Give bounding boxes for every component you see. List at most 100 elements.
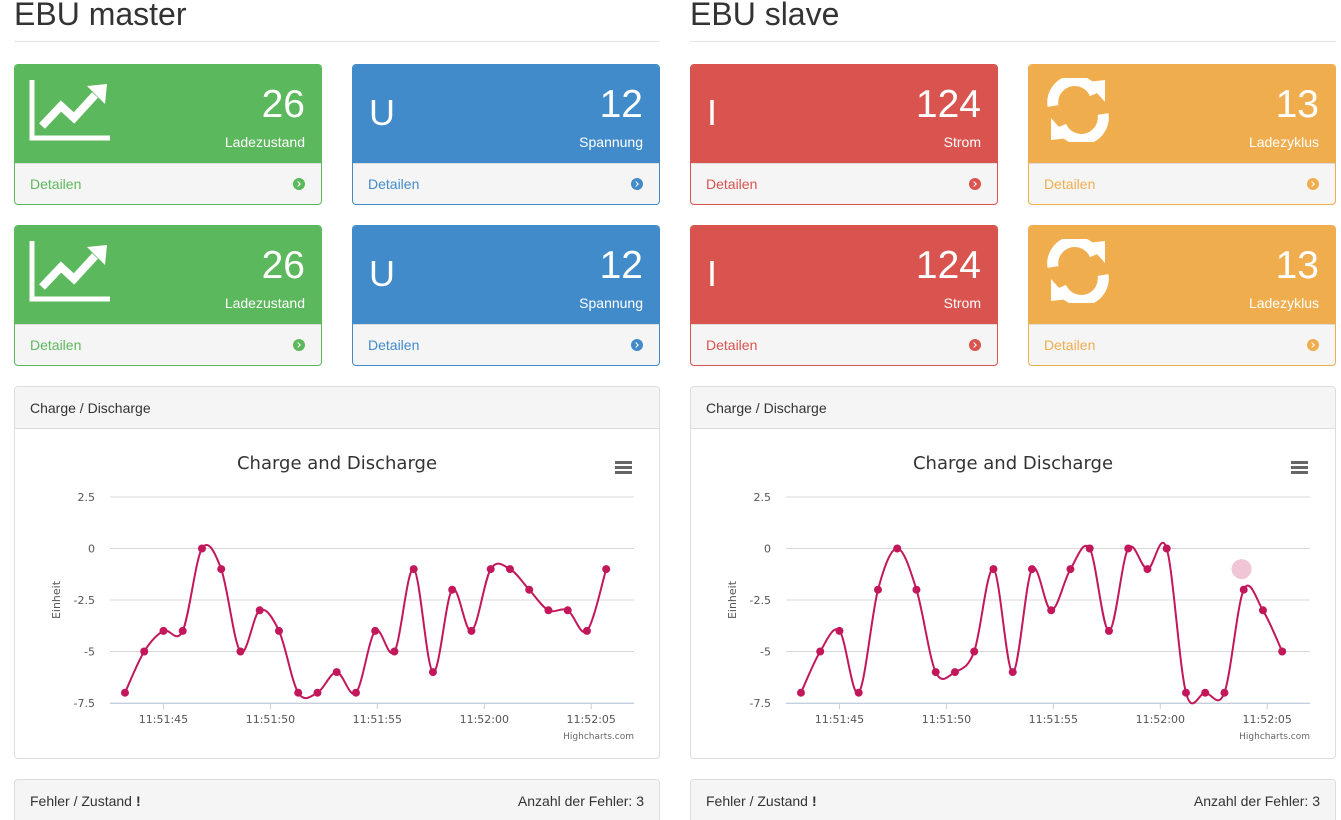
error-title-group: Fehler / Zustand! [706,793,817,809]
hamburger-menu-icon [615,461,632,474]
arrow-circle-right-icon [631,178,643,190]
data-point [140,648,148,656]
section-slave: EBU slave I 124 Strom Detailen 13 Ladezy… [690,0,1336,42]
data-point [506,565,514,573]
x-tick-label: 11:51:45 [815,713,864,726]
details-link[interactable]: Detailen [15,324,321,366]
page-title: EBU master [14,0,660,30]
panel-ladezyklus: 13 Ladezyklus Detailen [1028,64,1336,205]
details-label: Detailen [368,337,419,353]
trend-chart-icon [29,239,111,303]
details-link[interactable]: Detailen [1029,324,1335,366]
data-point [893,545,901,553]
error-panel-heading: Fehler / Zustand! Anzahl der Fehler: 3 [691,780,1335,820]
x-tick-label: 11:52:00 [1136,713,1185,726]
data-point [198,545,206,553]
panel-heading: U 12 Spannung [353,226,659,324]
chart-credits: Highcharts.com [563,732,634,742]
data-point [525,586,533,594]
data-point [179,627,187,635]
data-point [951,668,959,676]
y-tick-label: 2.5 [754,491,772,504]
details-label: Detailen [30,337,81,353]
x-tick-label: 11:51:50 [922,713,971,726]
chart-panel: Charge / Discharge Charge and Discharge 2… [690,386,1336,759]
page-header: EBU master [14,0,660,42]
details-link[interactable]: Detailen [353,324,659,366]
data-point [1182,689,1190,697]
data-point [217,565,225,573]
panel-label: Ladezyklus [1249,134,1319,150]
y-tick-label: -5 [84,646,95,659]
x-tick-label: 11:52:00 [460,713,509,726]
details-link[interactable]: Detailen [15,163,321,205]
data-point [410,565,418,573]
arrow-circle-right-icon [969,178,981,190]
data-point [448,586,456,594]
panel-heading: U 12 Spannung [353,65,659,163]
y-tick-label: -5 [760,646,771,659]
trend-chart-icon [29,78,111,142]
x-tick-label: 11:52:05 [1243,713,1292,726]
y-tick-label: 2.5 [78,491,96,504]
chart-panel: Charge / Discharge Charge and Discharge 2… [14,386,660,759]
charge-discharge-chart: Charge and Discharge 2.5 0 -2.5 -5 -7.5 Einhei… [15,429,659,758]
y-tick-label: -7.5 [74,697,95,710]
menu-bar [1291,461,1308,464]
y-axis-label: Einheit [726,580,739,619]
menu-bar [615,471,632,474]
data-point [1047,606,1055,614]
data-point [835,627,843,635]
menu-bar [615,466,632,469]
chart-credits: Highcharts.com [1239,732,1310,742]
data-point [797,689,805,697]
panel-spannung: U 12 Spannung Detailen [352,64,660,205]
chart-panel-title: Charge / Discharge [691,387,1335,429]
data-point [1086,545,1094,553]
data-point [912,586,920,594]
error-panel: Fehler / Zustand! Anzahl der Fehler: 3 [14,779,660,820]
page-title: EBU slave [690,0,1336,30]
data-point [1220,689,1228,697]
data-point [467,627,475,635]
arrow-circle-right-icon [293,178,305,190]
y-tick-label: -2.5 [74,594,95,607]
data-point [1143,565,1151,573]
panel-symbol: I [707,95,717,131]
panel-label: Ladezyklus [1249,295,1319,311]
data-point [275,627,283,635]
panel-spannung: U 12 Spannung Detailen [352,225,660,366]
panel-label: Spannung [579,134,643,150]
data-point [932,668,940,676]
panel-heading: I 124 Strom [691,226,997,324]
data-point [855,689,863,697]
details-link[interactable]: Detailen [691,163,997,205]
data-point [313,689,321,697]
arrow-circle-right-icon [969,339,981,351]
details-label: Detailen [706,337,757,353]
data-point [1105,627,1113,635]
data-point [874,586,882,594]
menu-bar [1291,466,1308,469]
series-line [801,543,1282,704]
data-point [1124,545,1132,553]
data-point [487,565,495,573]
data-point [1278,648,1286,656]
details-label: Detailen [30,176,81,192]
data-point [371,627,379,635]
panel-symbol: U [369,95,395,131]
details-link[interactable]: Detailen [691,324,997,366]
panel-strom: I 124 Strom Detailen [690,225,998,366]
menu-bar [1291,471,1308,474]
data-point [333,668,341,676]
hamburger-menu-icon [1291,461,1308,474]
details-link[interactable]: Detailen [1029,163,1335,205]
refresh-icon [1043,78,1125,142]
panel-ladezustand: 26 Ladezustand Detailen [14,64,322,205]
data-point [1028,565,1036,573]
details-link[interactable]: Detailen [353,163,659,205]
data-point [564,606,572,614]
data-point [121,689,129,697]
error-title: Fehler / Zustand [706,793,808,809]
y-tick-label: 0 [88,543,95,556]
